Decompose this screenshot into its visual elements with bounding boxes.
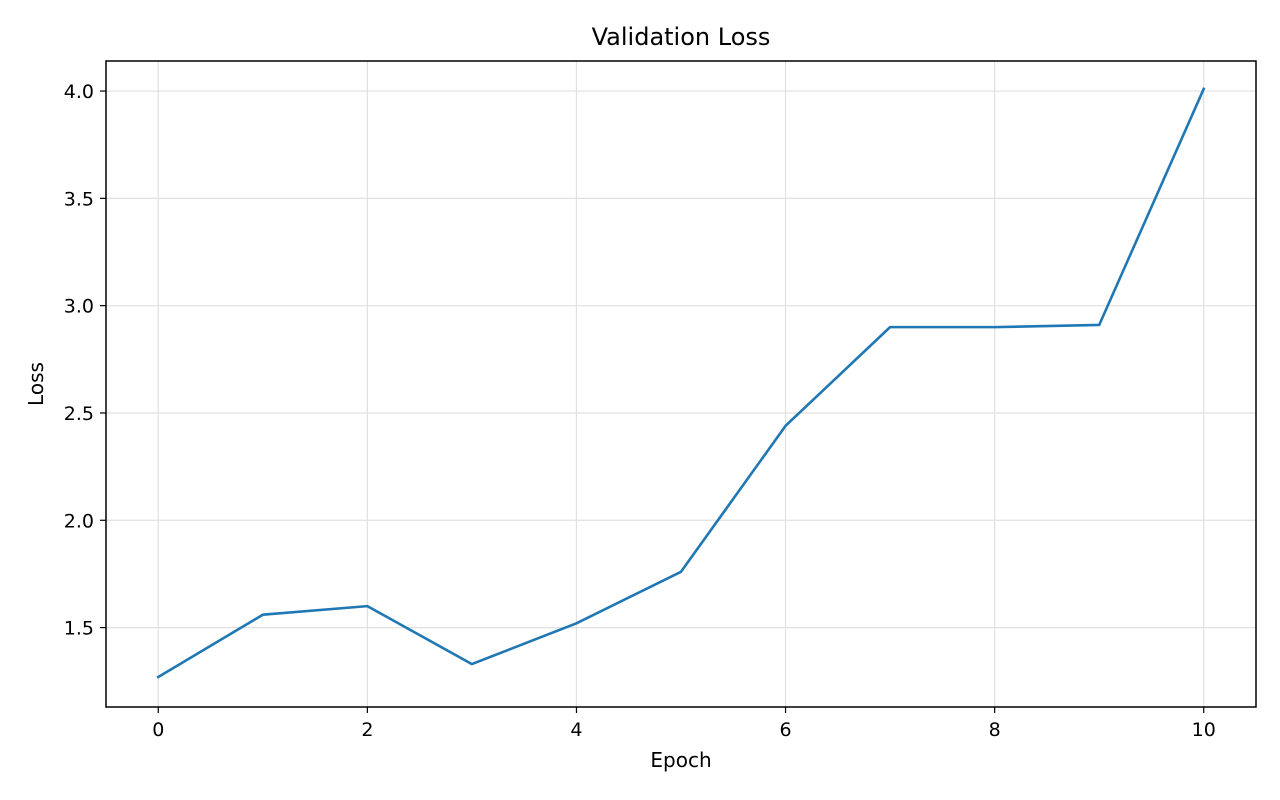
y-tick-label: 1.5: [64, 618, 94, 640]
y-tick-label: 3.0: [64, 296, 94, 318]
x-tick-label: 2: [361, 719, 373, 741]
plot-frame: [105, 60, 1257, 708]
series-layer: [156, 87, 1206, 679]
x-tick-label: 0: [152, 719, 164, 741]
y-tick-label: 2.0: [64, 510, 94, 532]
x-tick-label: 6: [779, 719, 791, 741]
y-tick-label: 4.0: [64, 81, 94, 103]
series-line: [156, 87, 1206, 679]
y-tick-label: 2.5: [64, 403, 94, 425]
chart-title: Validation Loss: [592, 23, 771, 51]
ticks: 0 2 4 6 8 10 1.5 2.0 2.5 3.0 3.5 4.0: [64, 81, 1216, 741]
x-tick-label: 10: [1192, 719, 1216, 741]
y-axis-label: Loss: [24, 362, 48, 406]
x-axis-label: Epoch: [650, 748, 711, 772]
grid: [106, 61, 1256, 707]
y-tick-label: 3.5: [64, 188, 94, 210]
x-tick-label: 4: [570, 719, 582, 741]
x-tick-label: 8: [989, 719, 1001, 741]
